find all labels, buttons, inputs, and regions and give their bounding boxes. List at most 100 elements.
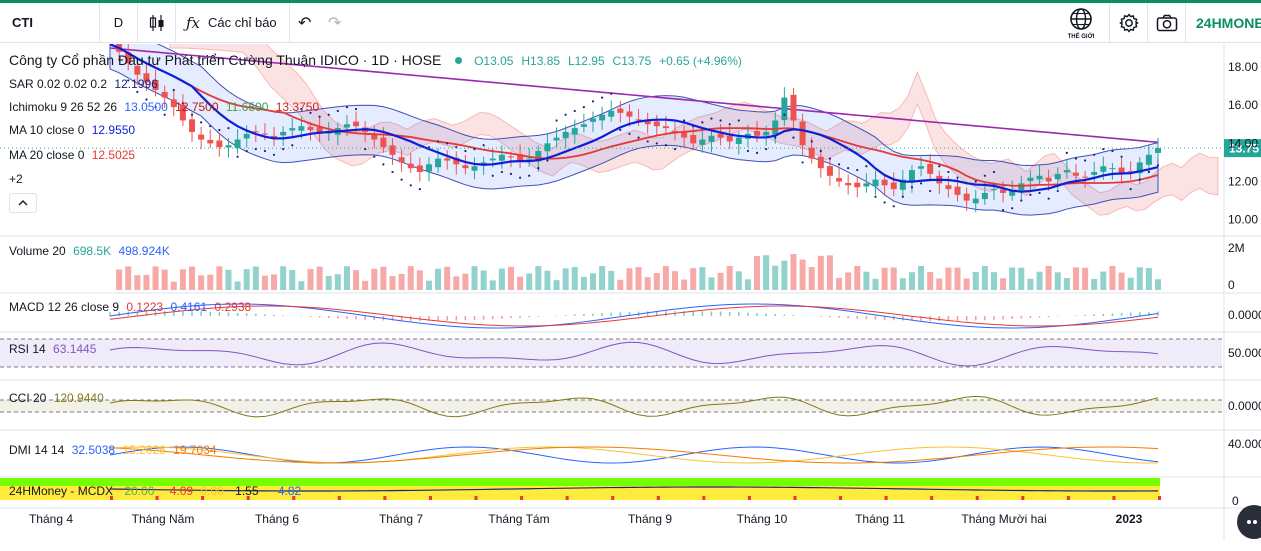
snapshot-button[interactable] <box>1147 3 1185 43</box>
volume-bar <box>1018 267 1025 290</box>
sar-dot <box>436 140 440 143</box>
sar-dot <box>746 149 750 153</box>
sar-dot <box>910 186 914 189</box>
candle-body <box>207 139 214 144</box>
macd-legend[interactable]: MACD 12 26 close 9 0.1223 0.4161 0.2938 <box>9 300 255 314</box>
candle-body <box>945 185 952 190</box>
candle-body <box>881 179 888 186</box>
macd-tick-label: 0.0000 <box>1228 308 1261 322</box>
more-indicators-count[interactable]: +2 <box>9 172 23 186</box>
volume-bar <box>471 266 478 290</box>
ichimoku-legend[interactable]: Ichimoku 9 26 52 26 13.0500 12.7500 11.6… <box>9 100 323 114</box>
ma20-legend[interactable]: MA 20 close 0 12.5025 <box>9 148 139 162</box>
candle-body <box>899 179 906 190</box>
chart-area[interactable]: 13.75 18.00 16.00 14.00 12.00 10.00 2M 0 0.0000 5… <box>0 44 1261 541</box>
camera-icon <box>1156 14 1177 32</box>
candle-body <box>544 143 551 152</box>
sar-dot <box>792 136 795 139</box>
sar-dot <box>856 168 859 172</box>
time-axis-label: Tháng 6 <box>255 512 299 526</box>
volume-legend[interactable]: Volume 20 698.5K 498.924K <box>9 244 174 258</box>
sar-dot <box>974 180 977 183</box>
volume-bar <box>589 273 596 290</box>
candle-body <box>754 131 761 136</box>
candle-body <box>134 65 141 75</box>
volume-bar <box>507 266 514 290</box>
redo-button[interactable]: ↷ <box>320 3 350 43</box>
volume-bar <box>179 269 186 290</box>
candle-body <box>927 163 934 174</box>
sar-dot <box>1020 199 1023 202</box>
time-axis-label: 2023 <box>1116 512 1143 526</box>
candle-body <box>1145 154 1152 165</box>
volume-bar <box>599 266 606 290</box>
volume-bar <box>1027 278 1034 290</box>
rsi-legend[interactable]: RSI 14 63.1445 <box>9 342 100 356</box>
cci-legend[interactable]: CCI 20 120.9440 <box>9 391 108 405</box>
time-axis-label: Tháng Mười hai <box>961 512 1046 526</box>
sar-label: SAR 0.02 0.02 0.2 <box>9 77 108 91</box>
sar-dot <box>300 107 303 111</box>
volume-bar <box>681 279 688 290</box>
macd-line-value: 0.4161 <box>170 300 208 314</box>
brand-logo[interactable]: 24HMONEY <box>1185 3 1261 43</box>
sar-value: 12.1996 <box>114 77 158 91</box>
candle-body <box>389 145 396 155</box>
ma10-label: MA 10 close 0 <box>9 123 85 137</box>
volume-bar <box>653 273 660 290</box>
cci-line <box>109 395 1159 418</box>
mcdx-hot-bar <box>474 496 478 500</box>
candle-body <box>480 162 487 165</box>
candle-body <box>908 170 915 183</box>
volume-bar <box>1072 267 1079 290</box>
volume-bar <box>225 269 232 290</box>
volume-bar <box>772 265 779 290</box>
sar-dot <box>601 96 604 99</box>
sar-dot <box>1138 178 1141 181</box>
undo-button[interactable]: ↶ <box>290 3 320 43</box>
sar-dot <box>291 144 294 147</box>
world-button[interactable]: THẾ GIỚI <box>1053 3 1109 43</box>
volume-bar <box>480 270 487 290</box>
rsi-band <box>0 339 1222 367</box>
candle-body <box>990 189 997 191</box>
sar-dot <box>765 147 768 151</box>
candle-body <box>252 131 259 133</box>
sar-dot <box>892 205 895 208</box>
candle-type-button[interactable] <box>138 2 176 43</box>
mcdx-hot-bar <box>1066 496 1070 500</box>
volume-bar <box>243 269 250 290</box>
dmi-legend[interactable]: DMI 14 14 32.5038 15.2026 19.7034 <box>9 443 221 457</box>
sar-dot <box>154 106 157 109</box>
mcdx-hot-bar <box>884 496 888 500</box>
interval-button[interactable]: D <box>100 2 138 43</box>
sar-dot <box>1047 197 1050 200</box>
mcdx-hot-bar <box>747 496 751 500</box>
volume-bar <box>626 268 633 290</box>
sar-dot <box>865 165 868 168</box>
settings-button[interactable] <box>1109 3 1147 43</box>
time-axis-label: Tháng 9 <box>628 512 672 526</box>
candle-body <box>307 127 314 131</box>
volume-bar <box>189 266 196 290</box>
sar-dot <box>947 170 950 174</box>
mcdx-legend[interactable]: 24HMoney - MCDX 20.00 4.09 0.00 1.55 4.8… <box>9 484 305 498</box>
rsi-label: RSI 14 <box>9 342 46 356</box>
ma10-legend[interactable]: MA 10 close 0 12.9550 <box>9 123 139 137</box>
time-axis-label: Tháng 4 <box>29 512 73 526</box>
candle-body <box>179 104 186 121</box>
sar-dot <box>637 136 640 139</box>
sar-dot <box>345 106 349 109</box>
macd-signal-value: 0.2938 <box>214 300 252 314</box>
sar-legend[interactable]: SAR 0.02 0.02 0.2 12.1996 <box>9 77 162 91</box>
candle-body <box>918 166 925 169</box>
candle-body <box>890 182 897 190</box>
collapse-legend-button[interactable] <box>9 193 37 213</box>
volume-bar <box>799 259 806 290</box>
symbol-search-button[interactable]: CTI <box>0 2 100 43</box>
candle-body <box>1118 167 1125 174</box>
sar-dot <box>992 170 996 174</box>
chat-bubble-button[interactable] <box>1237 505 1261 539</box>
indicators-button[interactable]: ƒx Các chỉ báo <box>176 2 290 43</box>
candle-body <box>216 140 223 148</box>
